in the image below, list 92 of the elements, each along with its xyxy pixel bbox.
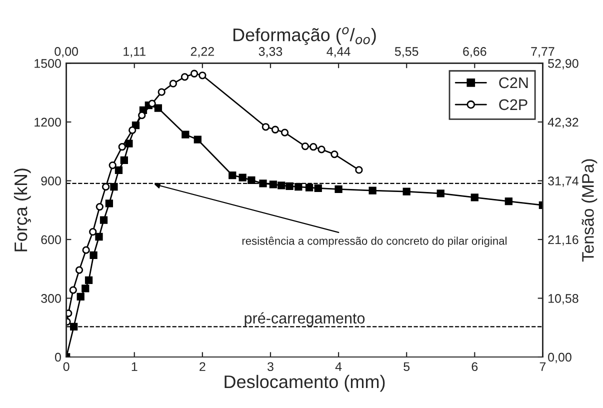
legend-label: C2N bbox=[499, 77, 528, 88]
point bbox=[148, 100, 156, 108]
point bbox=[110, 182, 118, 191]
point bbox=[278, 182, 286, 190]
y-tick-label: 600 bbox=[41, 235, 61, 244]
point bbox=[259, 180, 267, 188]
point bbox=[334, 185, 342, 193]
y2-tick-label: 42,32 bbox=[548, 118, 578, 128]
point bbox=[105, 200, 114, 208]
x-tick-label: 7 bbox=[540, 362, 546, 371]
legend-label: C2P bbox=[499, 99, 528, 110]
point bbox=[238, 174, 246, 182]
point bbox=[89, 228, 97, 236]
y2-tick-label: 10,58 bbox=[548, 294, 578, 304]
y2-axis-title: Tensão (MPa) bbox=[582, 159, 598, 262]
point bbox=[190, 70, 198, 78]
point bbox=[90, 251, 98, 259]
point bbox=[269, 180, 278, 188]
point bbox=[470, 194, 478, 202]
point bbox=[82, 246, 90, 254]
x-tick-label: 5 bbox=[404, 362, 410, 372]
point bbox=[84, 276, 93, 284]
x-tick-label: 2 bbox=[200, 362, 206, 371]
ref-line-label: pré-carregamento bbox=[244, 312, 365, 327]
y-tick-label: 1200 bbox=[34, 118, 61, 127]
y-tick-label: 0 bbox=[55, 352, 61, 362]
x-tick-label: 6 bbox=[472, 362, 478, 372]
point bbox=[120, 156, 128, 164]
point bbox=[402, 188, 410, 196]
point bbox=[102, 182, 110, 191]
point bbox=[262, 123, 270, 131]
y-tick-label: 1500 bbox=[34, 59, 61, 68]
point bbox=[96, 202, 104, 211]
point bbox=[330, 150, 338, 158]
x2-tick-label: 5,55 bbox=[394, 47, 418, 58]
x-tick-label: 0 bbox=[63, 362, 70, 372]
point bbox=[128, 126, 136, 134]
point bbox=[82, 284, 90, 292]
point bbox=[108, 161, 116, 170]
point bbox=[114, 166, 123, 174]
y-tick-label: 900 bbox=[41, 176, 61, 186]
x-tick-label: 3 bbox=[267, 362, 274, 372]
y2-tick-label: 21,16 bbox=[548, 235, 578, 246]
point bbox=[271, 126, 280, 134]
point bbox=[368, 186, 376, 194]
point bbox=[310, 143, 318, 151]
point bbox=[248, 176, 256, 184]
point bbox=[314, 184, 322, 192]
point bbox=[118, 143, 126, 151]
point bbox=[228, 171, 236, 180]
point bbox=[194, 136, 202, 144]
point bbox=[294, 182, 302, 191]
x2-tick-label: 7,77 bbox=[531, 47, 554, 58]
x2-tick-label: 1,11 bbox=[124, 47, 146, 58]
y2-tick-label: 0,00 bbox=[548, 352, 572, 364]
point bbox=[504, 197, 512, 206]
point bbox=[198, 72, 206, 80]
point bbox=[318, 146, 326, 154]
point bbox=[169, 80, 177, 88]
point bbox=[70, 322, 78, 330]
point bbox=[154, 104, 162, 112]
point bbox=[69, 286, 77, 294]
x2-axis-title: Deformação ($^{o}$/$_{oo}$) bbox=[234, 27, 376, 45]
point bbox=[305, 184, 314, 192]
x2-tick-label: 2,22 bbox=[190, 47, 214, 58]
point bbox=[100, 216, 108, 224]
point bbox=[125, 140, 133, 148]
y-axis-title: Força (kN) bbox=[14, 168, 31, 252]
point bbox=[138, 112, 146, 120]
annotation: resistência a compressão do concreto do pilar original bbox=[242, 236, 506, 248]
point bbox=[182, 130, 190, 138]
point bbox=[286, 182, 294, 190]
x2-tick-label: 6,66 bbox=[463, 47, 486, 58]
y2-tick-label: 31,74 bbox=[548, 176, 578, 187]
x-tick-label: 4 bbox=[335, 362, 342, 371]
point bbox=[180, 73, 189, 81]
point bbox=[280, 128, 289, 136]
x2-tick-label: 0,00 bbox=[54, 47, 78, 58]
point bbox=[95, 232, 103, 241]
x2-tick-label: 3,33 bbox=[258, 47, 282, 58]
point bbox=[301, 142, 310, 150]
point bbox=[76, 292, 84, 300]
point bbox=[355, 166, 363, 174]
point bbox=[436, 190, 444, 198]
point bbox=[158, 88, 166, 96]
x2-tick-label: 4,44 bbox=[326, 47, 350, 58]
y2-tick-label: 52,90 bbox=[548, 59, 578, 70]
y-tick-label: 300 bbox=[41, 294, 61, 303]
point bbox=[66, 310, 72, 318]
point bbox=[75, 266, 84, 274]
x-tick-label: 1 bbox=[132, 362, 138, 371]
x-axis-title: Deslocamento (mm) bbox=[224, 374, 385, 392]
